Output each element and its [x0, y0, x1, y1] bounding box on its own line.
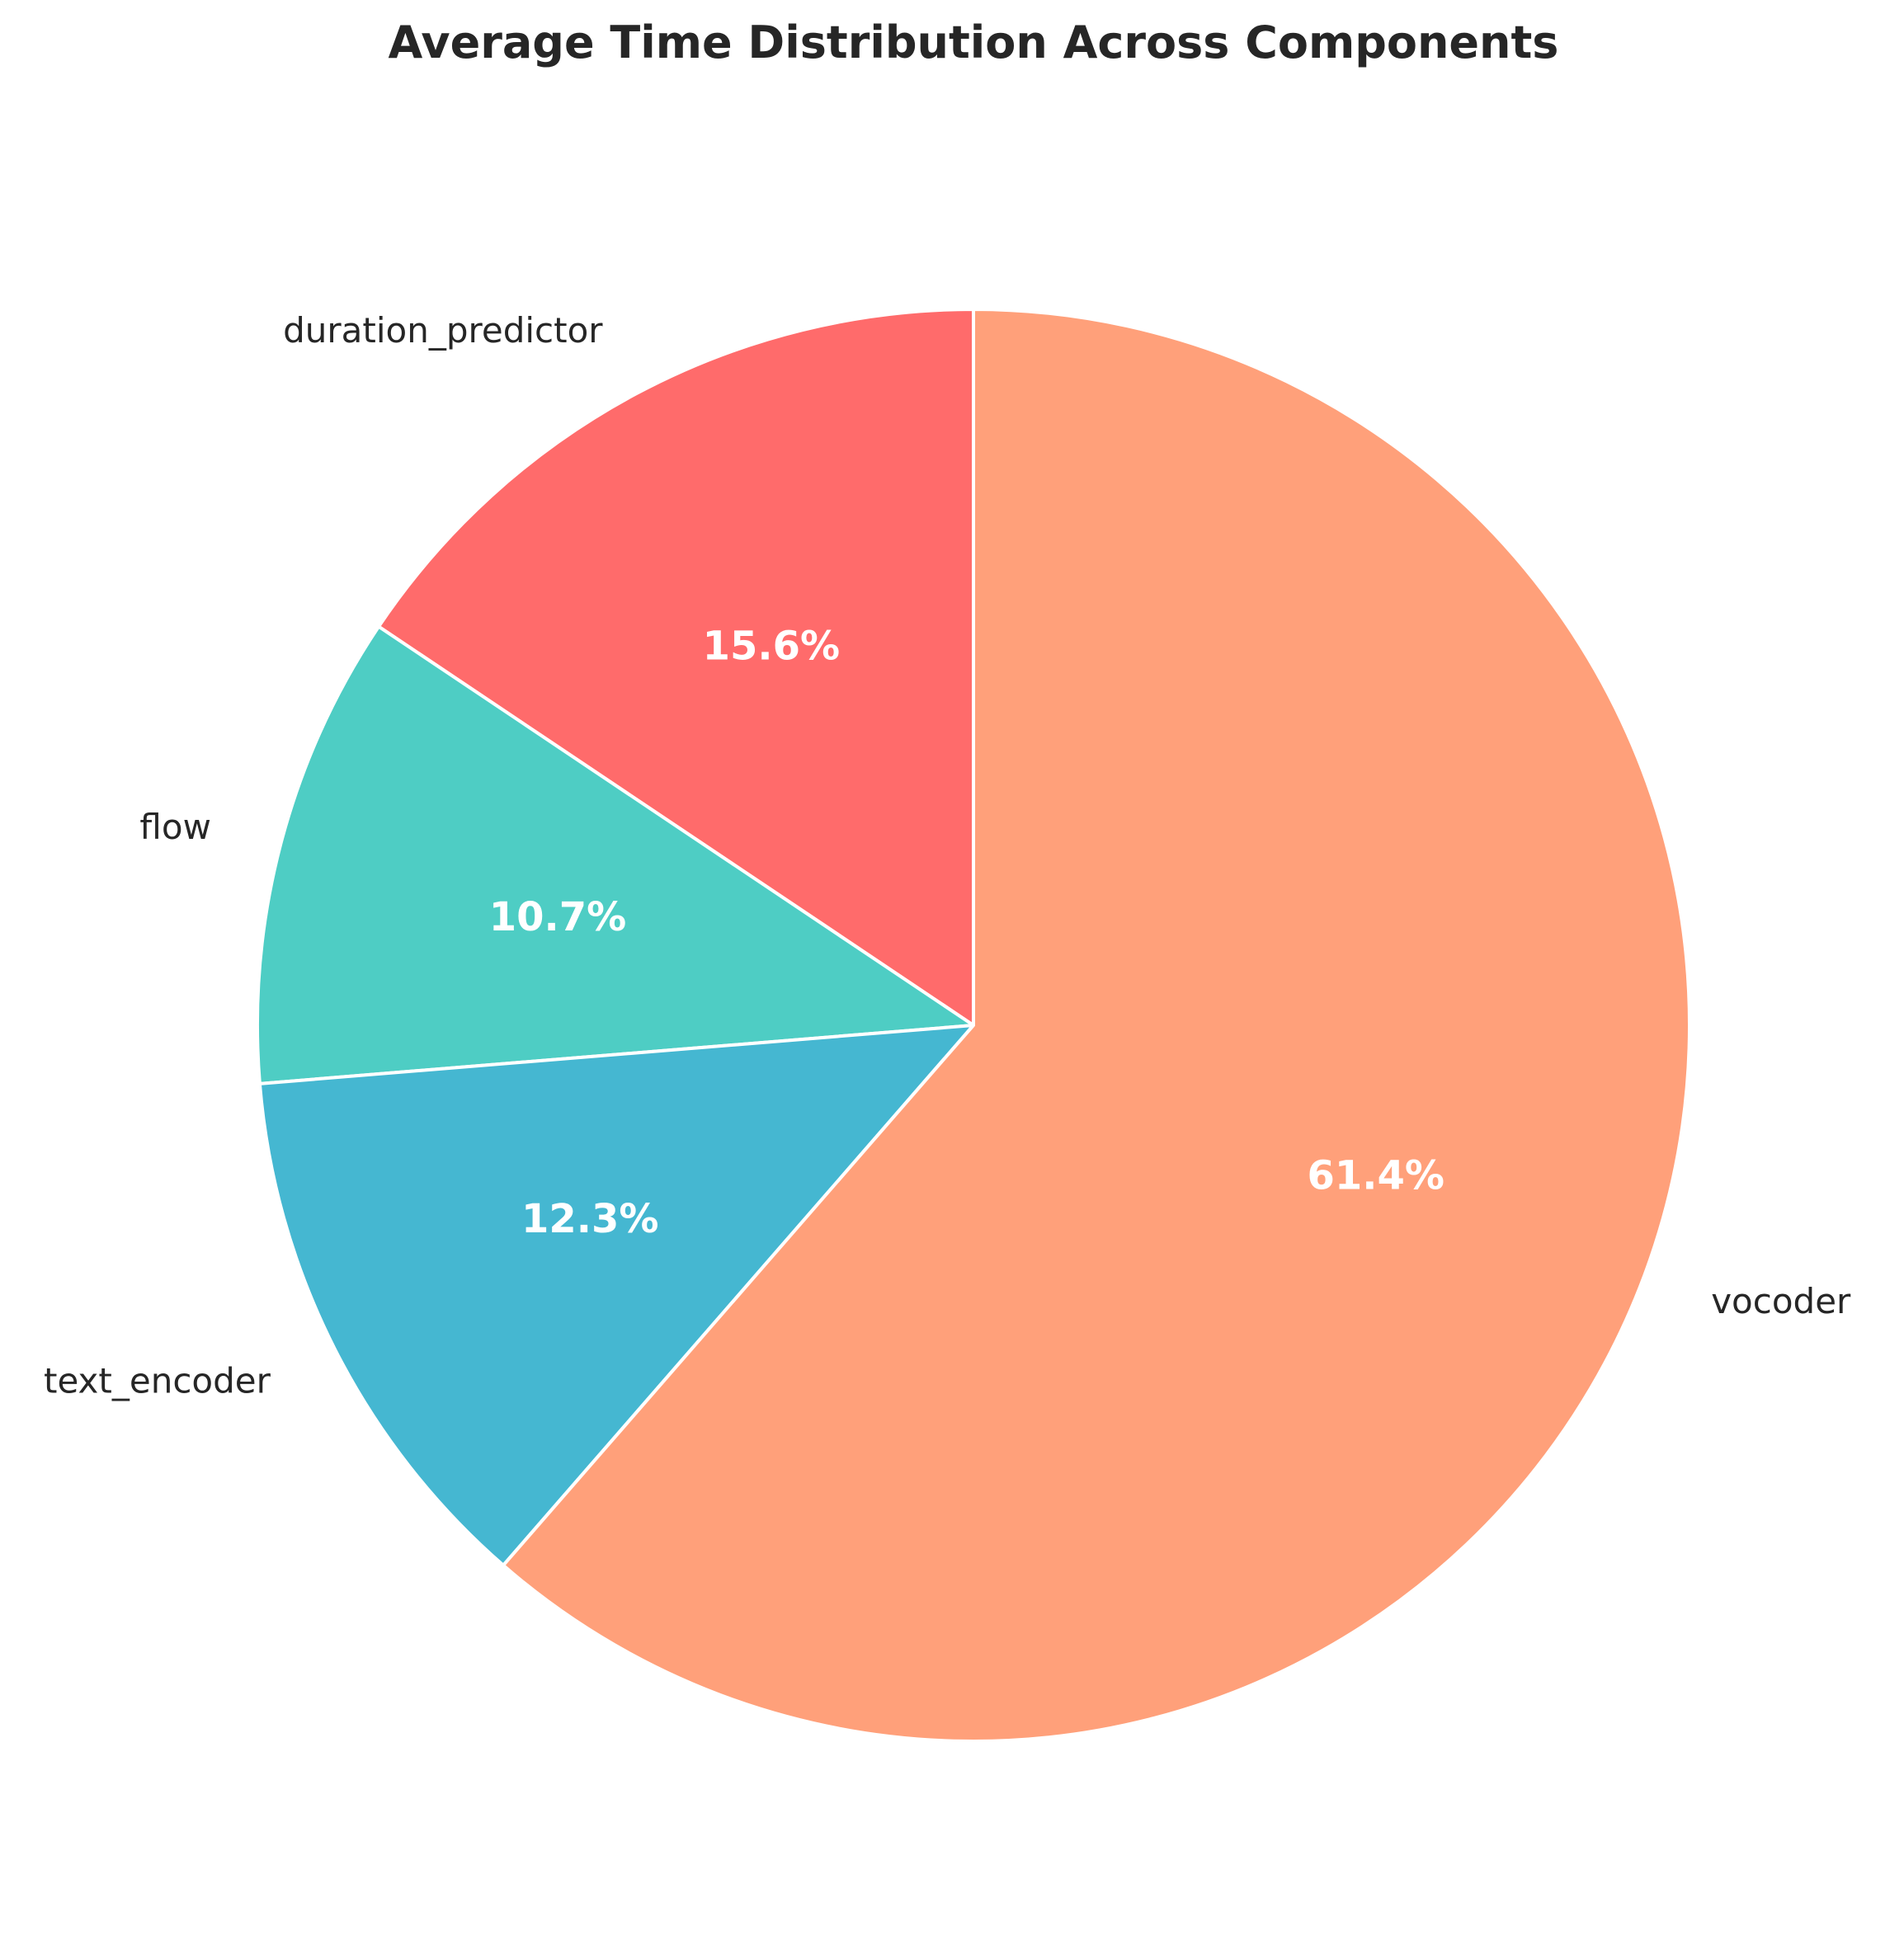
pie-slice-duration-predictor [377, 308, 975, 1027]
slice-percent-duration-predictor: 15.6% [703, 624, 841, 670]
slice-label-vocoder: vocoder [1711, 1281, 1851, 1321]
slice-percent-flow: 10.7% [489, 894, 627, 940]
slice-label-duration-predictor: duration_predictor [283, 310, 603, 351]
pie-slice-flow [256, 624, 975, 1085]
pie-slice-vocoder [502, 308, 1691, 1743]
slice-label-text-encoder: text_encoder [44, 1360, 271, 1401]
slice-label-flow: flow [139, 807, 211, 847]
pie-labels: duration_predictor 15.6% flow 10.7% text_enc… [44, 310, 1851, 1401]
pie-slice-text-encoder [257, 1024, 975, 1567]
pie-slices [256, 308, 1691, 1743]
chart-title: Average Time Distribution Across Compone… [389, 16, 1559, 68]
slice-percent-text-encoder: 12.3% [521, 1196, 659, 1242]
slice-percent-vocoder: 61.4% [1307, 1153, 1444, 1199]
